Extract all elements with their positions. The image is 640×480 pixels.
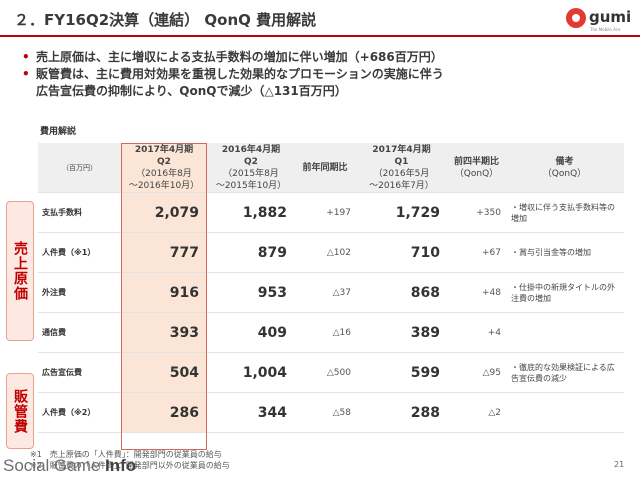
value-q1-2017: 389 xyxy=(355,312,448,353)
slide-title: ２．FY16Q2決算（連結） QonQ 費用解説 xyxy=(14,11,317,29)
bullet-item-sga-continued: 広告宣伝費の抑制により、QonQで減少（△131百万円） xyxy=(36,84,347,98)
row-note: ・増収に伴う支払手数料等の増加 xyxy=(505,192,624,233)
row-note: ・徹底的な効果検証による広告宣伝費の減少 xyxy=(505,352,624,393)
value-q2-2017: 916 xyxy=(121,272,207,313)
value-q1-2017: 599 xyxy=(355,352,448,393)
table-row-personnel-1: 人件費（※1） 777 879 △102 710 +67 ・賞与引当金等の増加 xyxy=(38,232,624,273)
value-q1-2017: 1,729 xyxy=(355,192,448,233)
row-label: 支払手数料 xyxy=(38,192,121,233)
value-qoq: △95 xyxy=(448,352,505,393)
value-q2-2016: 409 xyxy=(207,312,295,353)
value-yoy: △102 xyxy=(295,232,355,273)
unit-header: （百万円） xyxy=(38,143,121,193)
header-q2-2016-range-start: （2015年8月 xyxy=(223,168,279,179)
table-header-row: （百万円） 2017年4月期 Q2 （2016年8月 ～2016年10月） 20… xyxy=(38,143,624,193)
table-row-fees: 支払手数料 2,079 1,882 +197 1,729 +350 ・増収に伴う… xyxy=(38,192,624,233)
header-notes-sub: （QonQ） xyxy=(542,168,587,179)
table-row-personnel-2: 人件費（※2） 286 344 △58 288 △2 xyxy=(38,392,624,433)
value-qoq: +48 xyxy=(448,272,505,313)
gumi-logo: gumi The Mobile Ace xyxy=(566,8,634,34)
header-yoy: 前年同期比 xyxy=(295,143,355,193)
watermark-text: Social Game xyxy=(3,456,106,475)
value-q1-2017: 868 xyxy=(355,272,448,313)
watermark-logo: Social Game Info xyxy=(3,456,136,476)
header-q2-2016: 2016年4月期 Q2 （2015年8月 ～2015年10月） xyxy=(207,143,295,193)
value-q2-2017: 504 xyxy=(121,352,207,393)
header-qoq-label: 前四半期比 xyxy=(453,156,499,167)
header-q1-2017-year: 2017年4月期 xyxy=(372,144,431,155)
header-q1-2017-quarter: Q1 xyxy=(394,156,409,167)
row-label: 通信費 xyxy=(38,312,121,353)
header-q2-2017: 2017年4月期 Q2 （2016年8月 ～2016年10月） xyxy=(121,143,207,193)
value-qoq: △2 xyxy=(448,392,505,433)
row-label: 外注費 xyxy=(38,272,121,313)
page-number: 21 xyxy=(614,460,625,469)
value-qoq: +67 xyxy=(448,232,505,273)
logo-text: gumi xyxy=(589,8,632,26)
table-row-communication: 通信費 393 409 △16 389 +4 xyxy=(38,312,624,353)
header-q2-2016-quarter: Q2 xyxy=(244,156,258,167)
header-q2-2017-range-end: ～2016年10月） xyxy=(128,180,200,191)
bullet-item-cogs: 売上原価は、主に増収による支払手数料の増加に伴い増加（+686百万円） xyxy=(22,49,622,66)
value-q2-2017: 2,079 xyxy=(121,192,207,233)
value-q2-2016: 953 xyxy=(207,272,295,313)
row-label: 人件費（※1） xyxy=(38,232,121,273)
row-note: ・仕掛中の新規タイトルの外注費の増加 xyxy=(505,272,624,313)
table-row-advertising: 広告宣伝費 504 1,004 △500 599 △95 ・徹底的な効果検証によ… xyxy=(38,352,624,393)
value-q2-2017: 393 xyxy=(121,312,207,353)
value-q2-2016: 344 xyxy=(207,392,295,433)
header-q2-2016-range-end: ～2015年10月） xyxy=(215,180,287,191)
value-qoq: +4 xyxy=(448,312,505,353)
value-q2-2016: 1,004 xyxy=(207,352,295,393)
value-q2-2017: 777 xyxy=(121,232,207,273)
row-note xyxy=(505,312,624,353)
row-label: 広告宣伝費 xyxy=(38,352,121,393)
row-note: ・賞与引当金等の増加 xyxy=(505,232,624,273)
value-yoy: △500 xyxy=(295,352,355,393)
header-q2-2017-range-start: （2016年8月 xyxy=(136,168,192,179)
value-q2-2017: 286 xyxy=(121,392,207,433)
value-q2-2016: 879 xyxy=(207,232,295,273)
header-q1-2017-range-start: （2016年5月 xyxy=(373,168,430,179)
header-q2-2017-quarter: Q2 xyxy=(157,156,171,167)
footnotes: ※1 売上原価の「人件費」：開発部門の従業員の給与 ※2 販管費の「人件費」：開… xyxy=(30,449,230,471)
footnote-2: ※2 販管費の「人件費」：開発部門以外の従業員の給与 xyxy=(30,461,230,470)
value-yoy: +197 xyxy=(295,192,355,233)
header-q2-2017-year: 2017年4月期 xyxy=(134,144,194,155)
footnote-1: ※1 売上原価の「人件費」：開発部門の従業員の給与 xyxy=(30,450,222,459)
header-q1-2017-range-end: ～2016年7月） xyxy=(369,180,434,191)
value-yoy: △37 xyxy=(295,272,355,313)
table-row-outsourcing: 外注費 916 953 △37 868 +48 ・仕掛中の新規タイトルの外注費の… xyxy=(38,272,624,313)
row-note xyxy=(505,392,624,433)
value-qoq: +350 xyxy=(448,192,505,233)
value-q2-2016: 1,882 xyxy=(207,192,295,233)
header-qoq-sub: （QonQ） xyxy=(454,168,499,179)
cogs-side-label: 売上原価 xyxy=(6,201,34,341)
watermark-info: Info xyxy=(105,456,137,475)
value-q1-2017: 710 xyxy=(355,232,448,273)
title-divider xyxy=(0,35,640,37)
value-q1-2017: 288 xyxy=(355,392,448,433)
logo-subtext: The Mobile Ace xyxy=(590,27,621,32)
row-label: 人件費（※2） xyxy=(38,392,121,433)
header-q2-2016-year: 2016年4月期 xyxy=(221,144,281,155)
header-qoq: 前四半期比 （QonQ） xyxy=(448,143,505,193)
bullet-item-sga: 販管費は、主に費用対効果を重視した効果的なプロモーションの実施に伴う xyxy=(22,66,622,83)
section-label: 費用解説 xyxy=(40,127,77,137)
value-yoy: △16 xyxy=(295,312,355,353)
value-yoy: △58 xyxy=(295,392,355,433)
expense-table: （百万円） 2017年4月期 Q2 （2016年8月 ～2016年10月） 20… xyxy=(38,143,624,433)
header-yoy-label: 前年同期比 xyxy=(302,162,348,173)
summary-bullets: 売上原価は、主に増収による支払手数料の増加に伴い増加（+686百万円） 販管費は… xyxy=(22,49,622,100)
header-q1-2017: 2017年4月期 Q1 （2016年5月 ～2016年7月） xyxy=(355,143,448,193)
header-notes: 備考 （QonQ） xyxy=(505,143,624,193)
sga-side-label: 販管費 xyxy=(6,373,34,449)
header-notes-label: 備考 xyxy=(555,156,574,167)
gumi-logo-icon xyxy=(566,8,586,28)
